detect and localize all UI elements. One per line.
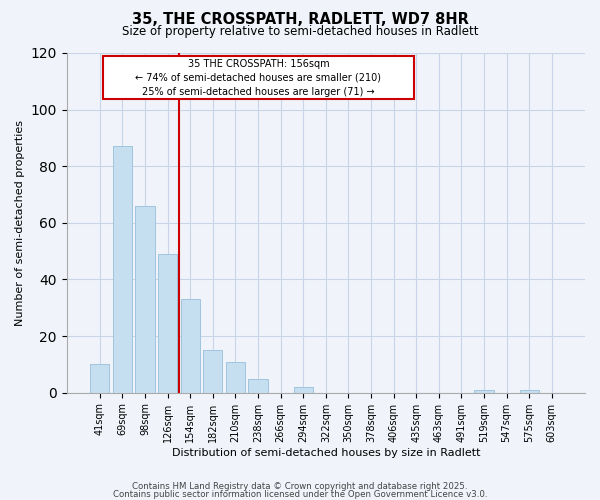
Bar [181,300,200,392]
Text: Contains HM Land Registry data © Crown copyright and database right 2025.: Contains HM Land Registry data © Crown c… [132,482,468,491]
FancyBboxPatch shape [103,56,414,99]
Bar [226,362,245,392]
Bar [475,390,494,392]
Bar [158,254,177,392]
Text: 35, THE CROSSPATH, RADLETT, WD7 8HR: 35, THE CROSSPATH, RADLETT, WD7 8HR [131,12,469,28]
Bar [293,387,313,392]
Y-axis label: Number of semi-detached properties: Number of semi-detached properties [15,120,25,326]
Bar [90,364,109,392]
Bar [248,378,268,392]
Bar [520,390,539,392]
Bar [203,350,223,393]
Text: Size of property relative to semi-detached houses in Radlett: Size of property relative to semi-detach… [122,25,478,38]
Text: Contains public sector information licensed under the Open Government Licence v3: Contains public sector information licen… [113,490,487,499]
Bar [113,146,132,392]
Text: 35 THE CROSSPATH: 156sqm
← 74% of semi-detached houses are smaller (210)
25% of : 35 THE CROSSPATH: 156sqm ← 74% of semi-d… [136,58,382,96]
Bar [136,206,155,392]
X-axis label: Distribution of semi-detached houses by size in Radlett: Distribution of semi-detached houses by … [172,448,480,458]
